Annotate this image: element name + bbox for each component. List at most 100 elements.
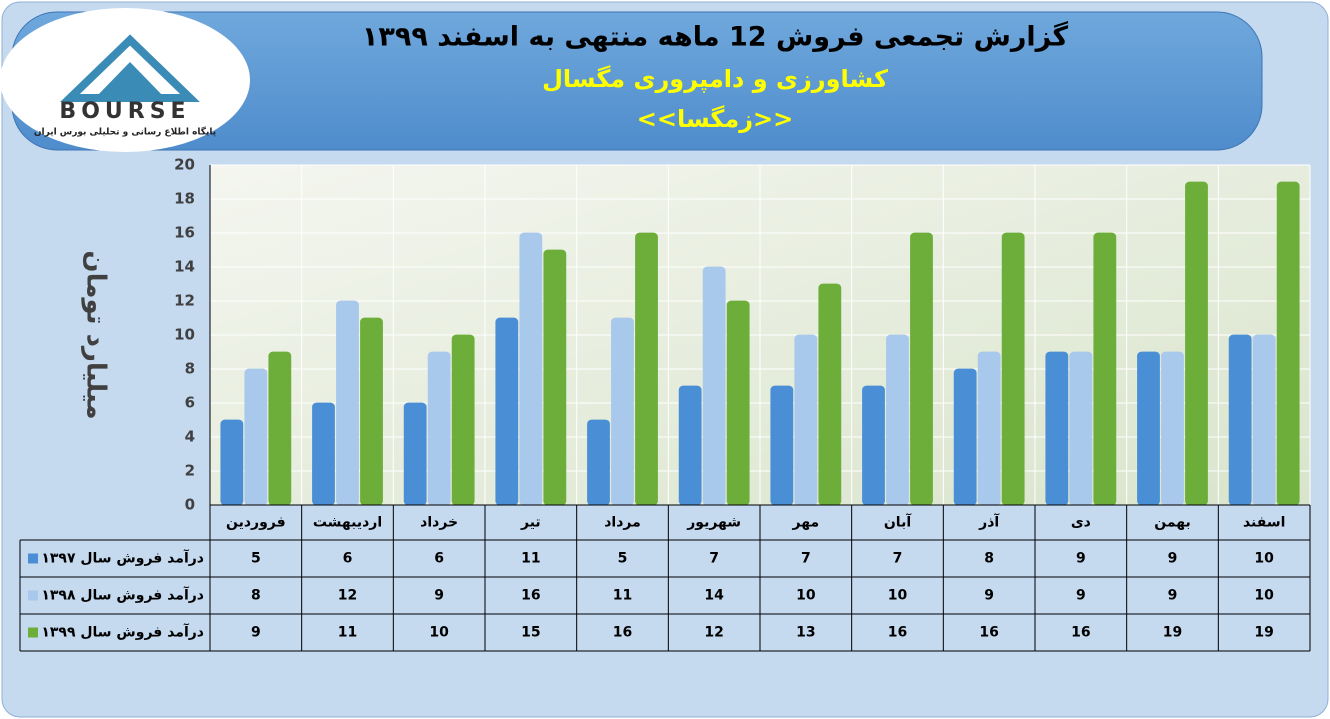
- table-value: 16: [521, 588, 540, 604]
- table-value: 7: [893, 551, 903, 567]
- bar: [611, 317, 634, 506]
- x-tick-label: آبان: [884, 513, 912, 531]
- bar: [977, 351, 1001, 506]
- bar: [635, 232, 658, 506]
- bar: [770, 385, 794, 506]
- x-tick-label: خرداد: [420, 515, 458, 531]
- logo-shape: [95, 62, 165, 98]
- bar: [451, 334, 475, 506]
- y-tick-label: 0: [185, 496, 195, 514]
- y-tick-label: 4: [185, 428, 195, 446]
- y-tick-label: 14: [174, 258, 195, 276]
- legend-swatch: [28, 627, 38, 638]
- bar: [953, 368, 977, 506]
- table-value: 12: [338, 588, 357, 604]
- table-value: 11: [613, 588, 632, 604]
- y-tick-label: 20: [174, 156, 195, 174]
- table-value: 16: [613, 625, 632, 641]
- y-tick-label: 18: [174, 190, 195, 208]
- bar: [910, 232, 933, 506]
- bar: [702, 266, 726, 506]
- bar: [312, 402, 335, 506]
- bar: [1276, 181, 1300, 506]
- x-tick-label: بهمن: [1154, 515, 1190, 531]
- bar: [268, 351, 292, 506]
- table-value: 9: [1168, 551, 1178, 567]
- x-tick-label: مرداد: [604, 515, 641, 531]
- table-value: 15: [521, 625, 540, 641]
- table-value: 6: [343, 551, 353, 567]
- x-tick-label: شهریور: [686, 515, 741, 531]
- x-tick-label: دی: [1071, 515, 1091, 531]
- x-tick-label: تیر: [520, 515, 541, 531]
- bar: [587, 419, 610, 506]
- table-value: 14: [704, 588, 724, 604]
- table-value: 9: [984, 588, 994, 604]
- table-value: 5: [618, 551, 628, 567]
- table-value: 12: [704, 625, 723, 641]
- table-value: 8: [984, 551, 994, 567]
- chart-subtitle: کشاورزی و دامپروری مگسال: [542, 65, 888, 93]
- y-tick-label: 16: [174, 224, 195, 242]
- x-tick-label: مهر: [792, 515, 820, 531]
- bar: [1069, 351, 1093, 506]
- y-tick-label: 10: [174, 326, 195, 344]
- table-value: 10: [888, 588, 908, 604]
- table-value: 10: [429, 625, 449, 641]
- table-value: 10: [796, 588, 816, 604]
- table-value: 16: [979, 625, 998, 641]
- table-value: 19: [1163, 625, 1182, 641]
- table-value: 7: [801, 551, 811, 567]
- table-value: 10: [1254, 551, 1274, 567]
- y-axis-label: میلیارد تومان: [81, 250, 111, 419]
- x-tick-label: فروردین: [226, 515, 286, 531]
- bar: [519, 232, 543, 506]
- table-value: 11: [521, 551, 540, 567]
- table-value: 19: [1254, 625, 1273, 641]
- legend-swatch: [28, 590, 38, 601]
- logo-tagline: پایگاه اطلاع رسانی و تحلیلی بورس ایران: [34, 126, 216, 138]
- table-value: 16: [888, 625, 907, 641]
- bar: [818, 283, 842, 506]
- table-value: 5: [251, 551, 261, 567]
- bar: [726, 300, 750, 506]
- x-tick-label: آذر: [978, 513, 1000, 531]
- table-value: 9: [1076, 588, 1086, 604]
- bar: [1228, 334, 1252, 506]
- legend-label: درآمد فروش سال ۱۳۹۸: [41, 586, 204, 604]
- table-value: 7: [709, 551, 719, 567]
- legend-label: درآمد فروش سال ۱۳۹۷: [41, 549, 204, 567]
- table-value: 9: [251, 625, 261, 641]
- table-bg: [20, 540, 210, 651]
- table-value: 6: [434, 551, 444, 567]
- bar: [1093, 232, 1117, 506]
- chart-title: گزارش تجمعی فروش 12 ماهه منتهی به اسفند …: [362, 21, 1069, 53]
- table-value: 10: [1254, 588, 1274, 604]
- table-value: 13: [796, 625, 815, 641]
- legend-swatch: [28, 553, 38, 564]
- bar: [886, 334, 909, 506]
- y-tick-label: 12: [174, 292, 195, 310]
- bar: [1185, 181, 1208, 506]
- logo-text: BOURSE: [59, 99, 190, 124]
- table-value: 9: [434, 588, 444, 604]
- table-value: 11: [338, 625, 357, 641]
- table-value: 16: [1071, 625, 1090, 641]
- bar: [862, 385, 885, 506]
- x-tick-label: اسفند: [1243, 515, 1285, 531]
- bar: [1045, 351, 1069, 506]
- symbol: <<زمگسا>>: [637, 105, 794, 133]
- bar: [495, 317, 519, 506]
- bar: [427, 351, 451, 506]
- y-tick-label: 6: [185, 394, 195, 412]
- bar: [678, 385, 702, 506]
- bar: [1161, 351, 1184, 506]
- y-tick-label: 8: [185, 360, 195, 378]
- bar: [244, 368, 268, 506]
- bar: [543, 249, 567, 506]
- bar: [1137, 351, 1160, 506]
- bar: [1252, 334, 1276, 506]
- y-tick-label: 2: [185, 462, 195, 480]
- table-value: 9: [1076, 551, 1086, 567]
